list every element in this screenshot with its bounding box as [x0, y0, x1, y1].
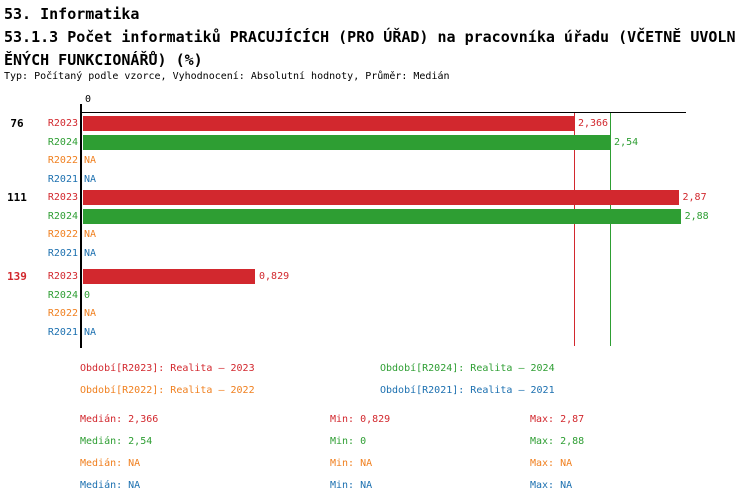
chart-title-line1: 53.1.3 Počet informatiků PRACUJÍCÍCH (PR… [4, 28, 736, 46]
section-title: 53. Informatika [4, 5, 140, 23]
stat-max-r2024: Max: 2,88 [530, 436, 585, 447]
series-label: R2022 [47, 229, 78, 240]
stat-median-r2022: Medián: NA [80, 458, 141, 469]
series-label: R2023 [47, 118, 78, 129]
stat-median-r2021: Medián: NA [80, 480, 141, 491]
series-label: R2024 [47, 136, 78, 148]
stat-min-r2023: Min: 0,829 [330, 414, 391, 425]
legend-item-r2023: Období[R2023]: Realita – 2023 [80, 363, 255, 374]
bar [83, 116, 574, 131]
bar [83, 269, 256, 284]
x-axis-origin-label: 0 [85, 94, 92, 105]
bar [83, 190, 679, 205]
series-label: R2022 [47, 308, 78, 319]
value-label: NA [84, 326, 97, 338]
stat-min-r2022: Min: NA [330, 458, 373, 469]
group-id-label: 111 [7, 191, 27, 204]
series-label: R2021 [47, 173, 78, 185]
series-label: R2021 [47, 247, 78, 259]
series-label: R2021 [47, 326, 78, 338]
x-axis-line [80, 112, 686, 113]
stat-max-r2021: Max: NA [530, 480, 573, 491]
value-label: 2,54 [614, 136, 639, 148]
value-label: NA [84, 247, 97, 259]
value-label: 2,366 [577, 118, 609, 129]
legend-item-r2024: Období[R2024]: Realita – 2024 [380, 363, 555, 374]
legend-item-r2021: Období[R2021]: Realita – 2021 [380, 385, 555, 396]
reference-line-r2023 [573, 113, 575, 346]
stat-max-r2023: Max: 2,87 [530, 414, 585, 425]
value-label: 2,88 [684, 210, 709, 222]
value-label: 0,829 [259, 271, 290, 282]
bar [83, 208, 681, 224]
series-label: R2024 [47, 210, 78, 222]
stat-median-r2024: Medián: 2,54 [80, 436, 153, 447]
chart-meta-line: Typ: Počítaný podle vzorce, Vyhodnocení:… [4, 71, 450, 82]
stat-min-r2024: Min: 0 [330, 436, 367, 447]
stat-max-r2022: Max: NA [530, 458, 573, 469]
bar [83, 134, 611, 150]
series-label: R2023 [47, 192, 78, 203]
value-label: NA [84, 155, 97, 166]
group-id-label: 76 [10, 117, 24, 130]
series-label: R2024 [47, 289, 78, 301]
series-label: R2022 [47, 155, 78, 166]
value-label: NA [84, 229, 97, 240]
value-label: 0 [84, 289, 91, 301]
group-id-label: 139 [7, 270, 27, 283]
value-label: NA [84, 308, 97, 319]
series-label: R2023 [47, 271, 78, 282]
value-label: 2,87 [682, 192, 707, 203]
y-axis-line [80, 104, 82, 348]
stat-min-r2021: Min: NA [330, 480, 373, 491]
chart-title-line2: ĚNÝCH FUNKCIONÁŘŮ) (%) [4, 51, 203, 69]
value-label: NA [84, 173, 97, 185]
legend-item-r2022: Období[R2022]: Realita – 2022 [80, 385, 255, 396]
reference-line-r2024 [610, 113, 612, 346]
stat-median-r2023: Medián: 2,366 [80, 414, 159, 425]
